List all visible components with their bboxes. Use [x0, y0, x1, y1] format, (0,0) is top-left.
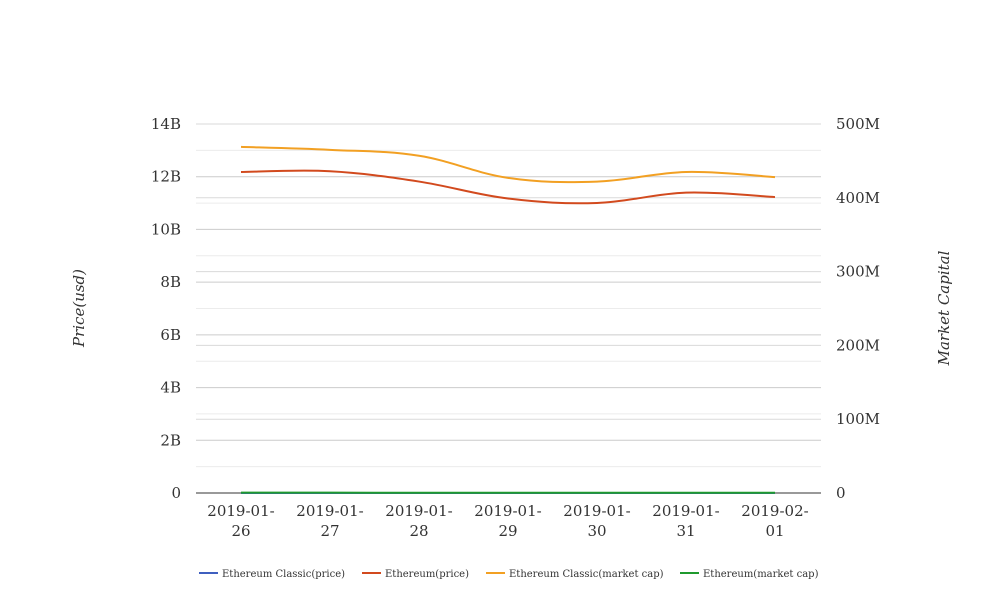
- legend-label: Ethereum(price): [385, 569, 469, 580]
- legend-label: Ethereum Classic(price): [222, 569, 345, 580]
- x-axis-ticks: 2019-01-26 2019-01-27 2019-01-28 2019-01-29…: [207, 502, 808, 540]
- right-gridlines: [196, 123, 821, 420]
- x-tick-label: 2019-01-26: [207, 502, 274, 540]
- right-tick-label: 300M: [836, 263, 880, 281]
- x-tick-label: 2019-01-27: [296, 502, 363, 540]
- legend-item[interactable]: Ethereum(market cap): [680, 569, 819, 580]
- x-tick-label: 2019-02-01: [741, 502, 808, 540]
- left-tick-label: 12B: [151, 168, 181, 186]
- left-axis-title: Price(usd): [70, 269, 88, 348]
- x-tick-label: 2019-01-29: [474, 502, 541, 540]
- left-tick-label: 6B: [160, 326, 181, 344]
- left-tick-label: 14B: [151, 115, 181, 133]
- x-tick-label: 2019-01-30: [563, 502, 630, 540]
- series-lines: [240, 145, 776, 495]
- legend-label: Ethereum Classic(market cap): [509, 569, 664, 580]
- series-line-3: [240, 145, 776, 184]
- legend[interactable]: Ethereum Classic(price) Ethereum(price) Et…: [199, 569, 819, 580]
- left-gridlines: [196, 123, 821, 468]
- right-tick-label: 200M: [836, 336, 880, 354]
- right-axis-ticks: 0 100M 200M 300M 400M 500M: [836, 115, 880, 502]
- legend-label: Ethereum(market cap): [703, 569, 819, 580]
- left-tick-label: 0: [171, 484, 181, 502]
- left-tick-label: 2B: [160, 431, 181, 449]
- right-tick-label: 400M: [836, 189, 880, 207]
- left-axis-ticks: 0 2B 4B 6B 8B 10B 12B 14B: [151, 115, 181, 502]
- left-tick-label: 4B: [160, 379, 181, 397]
- right-tick-label: 500M: [836, 115, 880, 133]
- left-tick-label: 8B: [160, 273, 181, 291]
- series-line-2: [240, 169, 776, 205]
- right-axis-title: Market Capital: [935, 250, 953, 366]
- right-tick-label: 0: [836, 484, 846, 502]
- x-tick-label: 2019-01-28: [385, 502, 452, 540]
- legend-item[interactable]: Ethereum Classic(market cap): [486, 569, 664, 580]
- right-tick-label: 100M: [836, 410, 880, 428]
- left-tick-label: 10B: [151, 220, 181, 238]
- legend-item[interactable]: Ethereum Classic(price): [199, 569, 345, 580]
- x-tick-label: 2019-01-31: [652, 502, 719, 540]
- legend-item[interactable]: Ethereum(price): [362, 569, 469, 580]
